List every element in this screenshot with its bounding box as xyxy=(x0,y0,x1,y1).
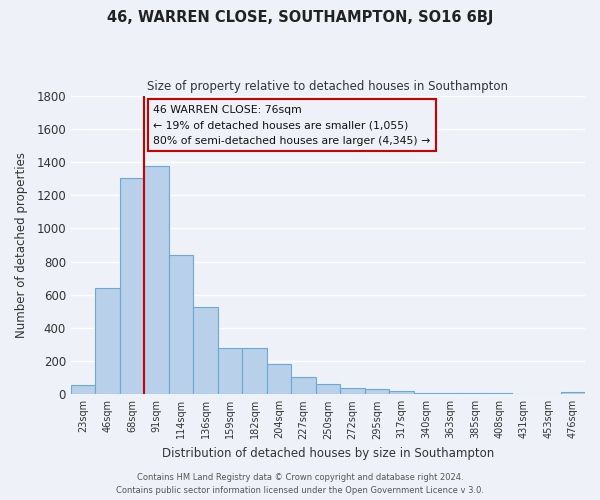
Bar xyxy=(242,348,267,395)
Bar xyxy=(389,391,413,394)
Text: Contains HM Land Registry data © Crown copyright and database right 2024.
Contai: Contains HM Land Registry data © Crown c… xyxy=(116,474,484,495)
Bar xyxy=(291,377,316,394)
Bar xyxy=(71,385,95,394)
Bar xyxy=(95,288,120,395)
X-axis label: Distribution of detached houses by size in Southampton: Distribution of detached houses by size … xyxy=(162,447,494,460)
Bar xyxy=(560,392,585,394)
Text: 46, WARREN CLOSE, SOUTHAMPTON, SO16 6BJ: 46, WARREN CLOSE, SOUTHAMPTON, SO16 6BJ xyxy=(107,10,493,25)
Bar xyxy=(193,307,218,394)
Title: Size of property relative to detached houses in Southampton: Size of property relative to detached ho… xyxy=(148,80,508,93)
Text: 46 WARREN CLOSE: 76sqm
← 19% of detached houses are smaller (1,055)
80% of semi-: 46 WARREN CLOSE: 76sqm ← 19% of detached… xyxy=(153,104,430,146)
Bar xyxy=(169,255,193,394)
Bar xyxy=(413,392,438,394)
Bar xyxy=(218,348,242,395)
Bar xyxy=(340,388,365,394)
Bar xyxy=(267,364,291,394)
Bar xyxy=(120,178,145,394)
Y-axis label: Number of detached properties: Number of detached properties xyxy=(15,152,28,338)
Bar xyxy=(316,384,340,394)
Bar xyxy=(145,166,169,394)
Bar xyxy=(365,390,389,394)
